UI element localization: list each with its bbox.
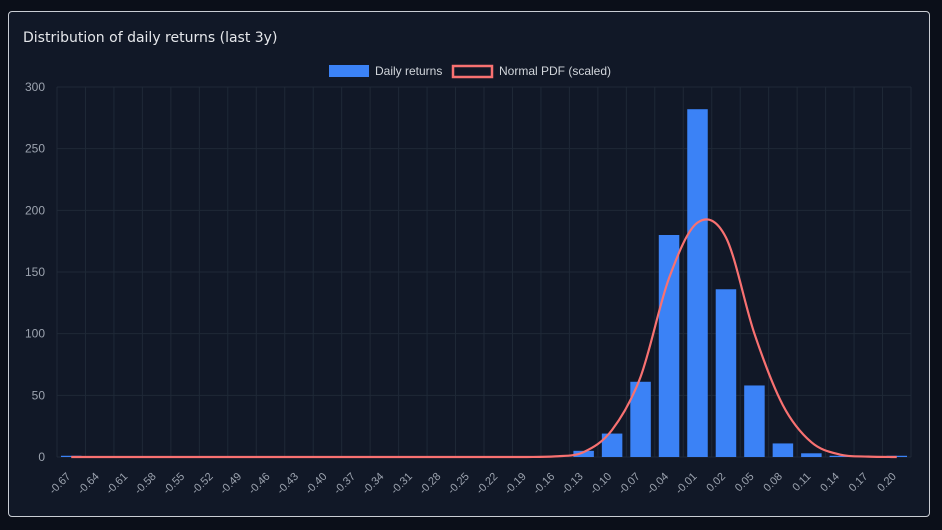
x-tick-label: 0.20	[875, 471, 899, 495]
histogram-bar	[630, 381, 651, 457]
legend-swatch-normal-pdf	[451, 64, 494, 79]
x-tick-label: -0.31	[389, 471, 415, 497]
x-tick-label: -0.58	[133, 471, 159, 497]
x-tick-label: -0.13	[560, 471, 586, 497]
x-tick-label: -0.07	[616, 471, 642, 497]
legend-label-normal-pdf: Normal PDF (scaled)	[499, 64, 611, 78]
histogram-bar	[573, 450, 594, 457]
y-tick-label: 300	[25, 80, 45, 94]
x-tick-label: -0.46	[246, 471, 272, 497]
histogram-bar	[715, 289, 737, 457]
y-tick-label: 150	[25, 265, 45, 279]
x-tick-label: -0.49	[218, 471, 244, 497]
histogram-bar	[601, 433, 623, 457]
histogram-bar	[744, 385, 765, 457]
x-tick-label: 0.08	[761, 471, 785, 495]
legend-label-daily-returns: Daily returns	[375, 64, 442, 78]
x-tick-label: -0.61	[104, 471, 130, 497]
x-tick-label: -0.40	[303, 471, 329, 497]
x-tick-label: -0.25	[446, 471, 472, 497]
histogram-bar	[772, 443, 794, 457]
x-tick-label: -0.43	[275, 471, 301, 497]
y-tick-label: 100	[25, 327, 45, 341]
y-tick-label: 50	[32, 388, 46, 402]
x-tick-label: -0.64	[76, 471, 102, 497]
histogram-bar	[801, 453, 822, 457]
y-tick-label: 200	[25, 203, 45, 217]
x-tick-label: 0.05	[733, 471, 757, 495]
chart-title: Distribution of daily returns (last 3y)	[23, 30, 278, 46]
x-tick-label: -0.67	[47, 471, 73, 497]
x-tick-label: -0.34	[360, 471, 386, 497]
legend-swatch-daily-returns	[329, 65, 369, 77]
x-tick-label: -0.16	[531, 471, 557, 497]
x-tick-label: 0.14	[818, 471, 842, 495]
x-tick-label: -0.22	[474, 471, 500, 497]
x-tick-label: 0.02	[704, 471, 728, 495]
normal-pdf-line	[71, 218, 897, 459]
x-tick-label: 0.11	[790, 471, 813, 494]
x-tick-label: -0.01	[673, 471, 699, 497]
x-tick-label: -0.19	[503, 471, 529, 497]
x-tick-label: -0.52	[189, 471, 215, 497]
histogram-bar	[658, 235, 680, 457]
histogram-bar	[687, 109, 708, 457]
x-tick-label: -0.37	[332, 471, 358, 497]
x-tick-label: -0.10	[588, 471, 614, 497]
x-tick-label: -0.04	[645, 471, 671, 497]
histogram-bar	[829, 455, 851, 457]
x-tick-label: -0.55	[161, 471, 187, 497]
x-tick-label: -0.28	[417, 471, 443, 497]
y-tick-label: 0	[38, 450, 45, 464]
x-tick-label: 0.17	[847, 471, 871, 495]
y-tick-label: 250	[25, 142, 45, 156]
chart-card: Distribution of daily returns (last 3y)	[8, 11, 930, 517]
